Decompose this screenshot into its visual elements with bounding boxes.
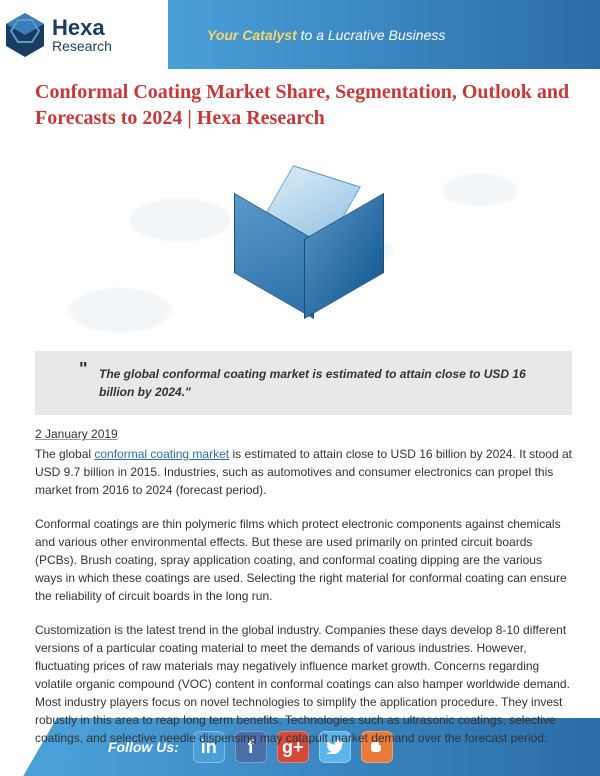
paragraph-3: Customization is the latest trend in the… <box>35 621 572 747</box>
tagline-rest: to a Lucrative Business <box>297 27 446 43</box>
page-title: Conformal Coating Market Share, Segmenta… <box>35 79 572 131</box>
intro-paragraph: The global conformal coating market is e… <box>35 445 572 499</box>
logo-hex-icon <box>4 11 46 59</box>
quote-mark-icon: " <box>79 359 88 380</box>
intro-prefix: The global <box>35 447 94 461</box>
conformal-coating-link[interactable]: conformal coating market <box>94 447 229 461</box>
main-content: Conformal Coating Market Share, Segmenta… <box>0 69 600 747</box>
cube-icon <box>234 176 374 316</box>
logo-sub-text: Research <box>52 39 112 54</box>
quote-block: " The global conformal coating market is… <box>35 351 572 415</box>
logo-main-text: Hexa <box>52 16 112 39</box>
tagline: Your Catalyst to a Lucrative Business <box>207 27 445 43</box>
hero-illustration <box>35 141 572 351</box>
paragraph-2: Conformal coatings are thin polymeric fi… <box>35 515 572 605</box>
header-banner: Hexa Research Your Catalyst to a Lucrati… <box>0 0 600 69</box>
logo: Hexa Research <box>0 11 165 59</box>
tagline-accent: Your Catalyst <box>207 27 297 43</box>
article-date: 2 January 2019 <box>35 427 572 441</box>
quote-text: The global conformal coating market is e… <box>99 367 526 399</box>
